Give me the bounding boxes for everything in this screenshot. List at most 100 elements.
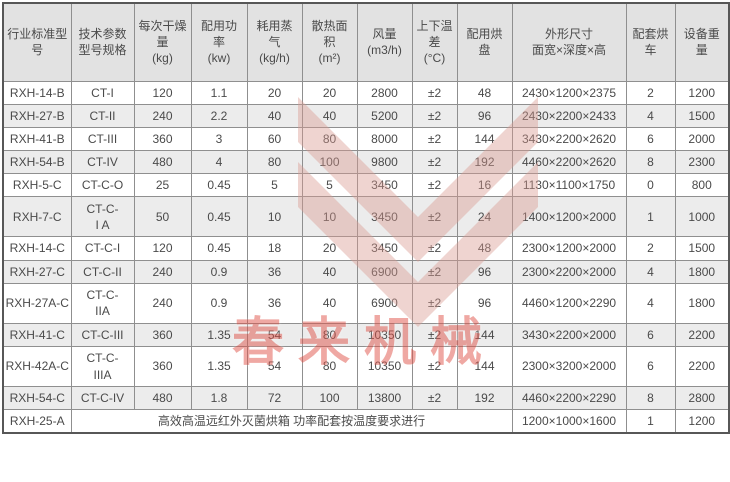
cell: 120	[133, 80, 192, 105]
cell: 16	[456, 173, 513, 198]
cell: 3430×2200×2620	[511, 126, 627, 152]
cell: 0.45	[190, 236, 248, 261]
cell: ±2	[411, 282, 458, 324]
table-row: RXH-14-B CT-I 120 1.1 20 20 2800 ±2 48 2430×1200×…	[2, 80, 730, 105]
cell: 1500	[674, 103, 730, 128]
cell: 60	[246, 126, 303, 152]
cell: 2300×3200×2000	[511, 346, 627, 387]
cell: 3450	[356, 236, 413, 261]
cell: 360	[133, 126, 192, 152]
cell: 4	[190, 150, 248, 175]
cell: 1.1	[190, 80, 248, 105]
cell: 4	[625, 103, 676, 128]
cell: 480	[133, 150, 192, 175]
cell: 24	[456, 196, 513, 238]
cell: 80	[301, 346, 358, 387]
cell: CT-II	[70, 103, 135, 128]
cell: 6900	[356, 282, 413, 324]
cell: RXH-14-B	[2, 80, 72, 105]
cell: 5	[246, 173, 303, 198]
cell: 96	[456, 259, 513, 284]
cell: 192	[456, 150, 513, 175]
cell: 100	[301, 150, 358, 175]
cell: ±2	[411, 150, 458, 175]
cell: 1.35	[190, 346, 248, 387]
cell: 2	[625, 80, 676, 105]
cell: 1800	[674, 282, 730, 324]
cell: RXH-27-C	[2, 259, 72, 284]
cell: 1400×1200×2000	[511, 196, 627, 238]
column-header-8: 配用烘 盘	[456, 2, 513, 82]
cell: 80	[301, 126, 358, 152]
cell: RXH-41-B	[2, 126, 72, 152]
cell: 1800	[674, 259, 730, 284]
column-header-9: 外形尺寸 面宽×深度×高	[511, 2, 627, 82]
cell: 4	[625, 259, 676, 284]
cell: RXH-54-B	[2, 150, 72, 175]
cell: 100	[301, 385, 358, 411]
cell: 144	[456, 126, 513, 152]
cell: CT-C-III	[70, 322, 135, 348]
table-row-merged: RXH-25-A 高效高温远红外灭菌烘箱 功率配套按温度要求进行 1200×1000…	[2, 409, 730, 434]
cell: 20	[246, 80, 303, 105]
cell: 1.35	[190, 322, 248, 348]
cell: CT-C-O	[70, 173, 135, 198]
cell: 2.2	[190, 103, 248, 128]
cell: CT-C- I A	[70, 196, 135, 238]
table-row: RXH-14-C CT-C-I 120 0.45 18 20 3450 ±2 48 2300×12…	[2, 236, 730, 261]
cell: 144	[456, 346, 513, 387]
column-header-6: 风量 (m3/h)	[356, 2, 413, 82]
cell: 6	[625, 346, 676, 387]
cell: 40	[301, 259, 358, 284]
cell: 4460×2200×2290	[511, 385, 627, 411]
cell: 13800	[356, 385, 413, 411]
cell: ±2	[411, 80, 458, 105]
cell: 72	[246, 385, 303, 411]
table-row: RXH-42A-C CT-C- IIIA 360 1.35 54 80 10350 ±2 144…	[2, 346, 730, 387]
cell: CT-C- IIIA	[70, 346, 135, 387]
cell: 20	[301, 236, 358, 261]
cell: ±2	[411, 259, 458, 284]
cell: 4460×1200×2290	[511, 282, 627, 324]
cell: 240	[133, 103, 192, 128]
cell: 80	[301, 322, 358, 348]
header-row: 行业标准型 号技术参数 型号规格 每次干燥 量 (kg) 配用功 率 (kw) 耗用蒸…	[2, 2, 730, 82]
cell: 5200	[356, 103, 413, 128]
cell: RXH-42A-C	[2, 346, 72, 387]
cell: ±2	[411, 103, 458, 128]
cell: 480	[133, 385, 192, 411]
cell: ±2	[411, 385, 458, 411]
cell: 10	[246, 196, 303, 238]
column-header-3: 配用功 率 (kw)	[190, 2, 248, 82]
cell: 0.9	[190, 282, 248, 324]
cell: 0.9	[190, 259, 248, 284]
cell: 2300×1200×2000	[511, 236, 627, 261]
cell: CT-III	[70, 126, 135, 152]
cell: ±2	[411, 126, 458, 152]
cell: 6900	[356, 259, 413, 284]
cell: 48	[456, 236, 513, 261]
column-header-0: 行业标准型 号	[2, 2, 72, 82]
cell: 4	[625, 282, 676, 324]
merged-cell-dimensions: 1200×1000×1600	[511, 409, 627, 434]
cell: 2200	[674, 346, 730, 387]
cell: RXH-27A-C	[2, 282, 72, 324]
cell: 3450	[356, 173, 413, 198]
cell: 36	[246, 282, 303, 324]
table-row: RXH-41-B CT-III 360 3 60 80 8000 ±2 144 3430×2200…	[2, 126, 730, 152]
table-row: RXH-54-B CT-IV 480 4 80 100 9800 ±2 192 4460×2200…	[2, 150, 730, 175]
table-body: RXH-14-B CT-I 120 1.1 20 20 2800 ±2 48 2430×1200×…	[2, 80, 730, 434]
cell: 2200	[674, 322, 730, 348]
merged-cell-carts: 1	[625, 409, 676, 434]
cell: CT-C-II	[70, 259, 135, 284]
cell: 360	[133, 322, 192, 348]
cell: 10350	[356, 346, 413, 387]
cell: 96	[456, 282, 513, 324]
cell: 40	[301, 103, 358, 128]
cell: 80	[246, 150, 303, 175]
cell: 2800	[356, 80, 413, 105]
cell: 2300×2200×2000	[511, 259, 627, 284]
merged-cell-model: RXH-25-A	[2, 409, 72, 434]
cell: 40	[246, 103, 303, 128]
